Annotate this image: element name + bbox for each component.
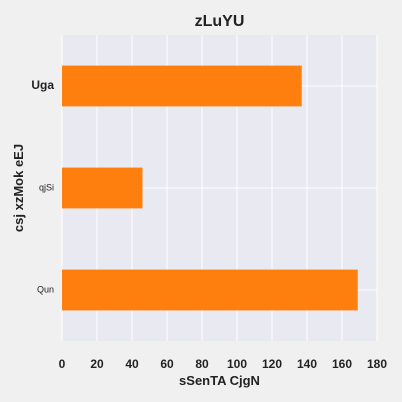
bars — [62, 65, 358, 311]
x-tick-label: 120 — [262, 357, 282, 371]
bar — [62, 269, 358, 311]
bar — [62, 167, 143, 209]
x-tick-labels: 0 20 40 60 80 100 120 140 160 180 — [59, 357, 388, 371]
x-tick-label: 0 — [59, 357, 66, 371]
x-tick-label: 100 — [227, 357, 247, 371]
x-tick-label: 60 — [160, 357, 174, 371]
x-tick-label: 20 — [90, 357, 104, 371]
y-axis-label: csj xzMok eEJ — [11, 144, 26, 232]
y-tick-label: qjSi — [39, 182, 54, 192]
chart-title: zLuYU — [195, 13, 245, 30]
x-tick-label: 80 — [195, 357, 209, 371]
x-axis-label: sSenTA CjgN — [179, 373, 260, 388]
x-tick-label: 160 — [332, 357, 352, 371]
y-tick-label: Qun — [37, 284, 54, 294]
y-tick-label: Uga — [31, 78, 54, 92]
bar — [62, 65, 302, 107]
x-tick-label: 180 — [367, 357, 387, 371]
x-tick-label: 40 — [125, 357, 139, 371]
y-tick-labels: Uga qjSi Qun — [31, 78, 54, 294]
x-tick-label: 140 — [297, 357, 317, 371]
